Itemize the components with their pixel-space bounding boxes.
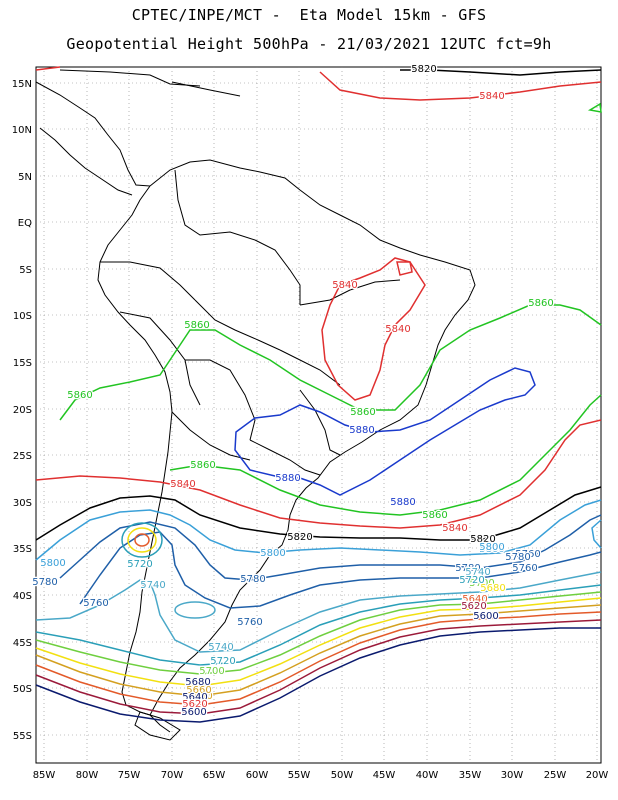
lon-tick-label: 65W [203,770,226,781]
contour-label: 5860 [442,523,467,534]
contour-label: 5860 [190,460,215,471]
lon-tick-label: 80W [76,770,99,781]
plot-frame [35,66,602,764]
contour-label: 5820 [470,534,495,545]
lat-tick-label: 15N [12,79,32,90]
lat-tick-label: 10S [13,311,32,322]
contour-label: 5800 [40,558,65,569]
contour-label: 5860 [350,407,375,418]
contour-label: 5800 [479,544,504,555]
lat-tick-label: 50S [13,684,32,695]
contour-label: 5760 [237,617,262,628]
lon-tick-label: 85W [33,770,56,781]
contour-label: 5600 [473,611,498,622]
contour-label: 5860 [67,390,92,401]
contour-label: 5780 [505,552,530,563]
contour-label: 5700 [469,578,494,589]
lat-tick-label: 55S [13,731,32,742]
lon-tick-label: 35W [459,770,482,781]
contour-label: 5800 [479,542,504,553]
contour-label: 5840 [170,479,195,490]
contour-label: 5820 [411,64,436,75]
contour-label: 5680 [480,583,505,594]
axis-ticks: 15N 10N 5N EQ 5S 10S 15S 20S 25S 30S 35S 40S 45S 50S 5… [12,79,609,781]
contour-label: 5780 [32,577,57,588]
contour-label: 5880 [349,425,374,436]
lon-tick-label: 45W [373,770,396,781]
contour-label: 5640 [182,692,207,703]
contour-label: 5740 [140,580,165,591]
height-contours [35,66,602,723]
lon-tick-label: 50W [331,770,354,781]
contour-label: 5860 [528,298,553,309]
contour-label: 5620 [182,699,207,710]
contour-labels: 5840582058605840584058605860586058605880… [31,63,555,720]
contour-label: 5640 [462,594,487,605]
lat-tick-label: 40S [13,591,32,602]
contour-label: 5700 [199,666,224,677]
lon-tick-label: 25W [544,770,567,781]
contour-label: 5760 [515,549,540,560]
contour-label: 5840 [385,324,410,335]
contour-label: 5840 [442,523,467,534]
lat-tick-label: 5N [18,172,32,183]
lon-tick-label: 70W [161,770,184,781]
contour-label: 5880 [275,473,300,484]
contour-label: 5860 [422,510,447,521]
contour-label: 5760 [83,598,108,609]
lon-tick-label: 55W [288,770,311,781]
contour-label: 5720 [127,559,152,570]
contour-label: 5620 [461,601,486,612]
contour-label: 5740 [465,567,490,578]
lon-tick-label: 40W [416,770,439,781]
contour-label: 5840 [479,91,504,102]
continent-outline [35,69,476,741]
lat-tick-label: 5S [19,265,32,276]
contour-label: 5740 [208,642,233,653]
contour-label: 5880 [390,497,415,508]
contour-label: 5660 [187,691,212,702]
contour-label: 5800 [260,548,285,559]
lon-tick-label: 60W [246,770,269,781]
contour-label: 5600 [181,707,206,718]
contour-label: 5720 [210,656,235,667]
lat-tick-label: 10N [12,125,32,136]
contour-label: 5660 [186,685,211,696]
lat-tick-label: EQ [18,218,32,229]
lon-tick-label: 20W [586,770,609,781]
contour-label: 5840 [332,280,357,291]
map-title-line-2: Geopotential Height 500hPa - 21/03/2021 … [66,35,552,53]
lon-tick-label: 30W [501,770,524,781]
contour-label: 5760 [512,563,537,574]
contour-label: 5860 [184,320,209,331]
contour-label: 5780 [455,563,480,574]
lat-tick-label: 30S [13,498,32,509]
contour-label: 5720 [459,575,484,586]
lon-tick-label: 75W [118,770,141,781]
lat-tick-label: 35S [13,544,32,555]
contour-label: 5780 [240,574,265,585]
lat-tick-label: 15S [13,358,32,369]
lat-tick-label: 20S [13,405,32,416]
contour-label: 5680 [185,677,210,688]
contour-label: 5820 [287,532,312,543]
lat-tick-label: 45S [13,638,32,649]
lat-tick-label: 25S [13,451,32,462]
map-title-line-1: CPTEC/INPE/MCT - Eta Model 15km - GFS [131,6,487,24]
